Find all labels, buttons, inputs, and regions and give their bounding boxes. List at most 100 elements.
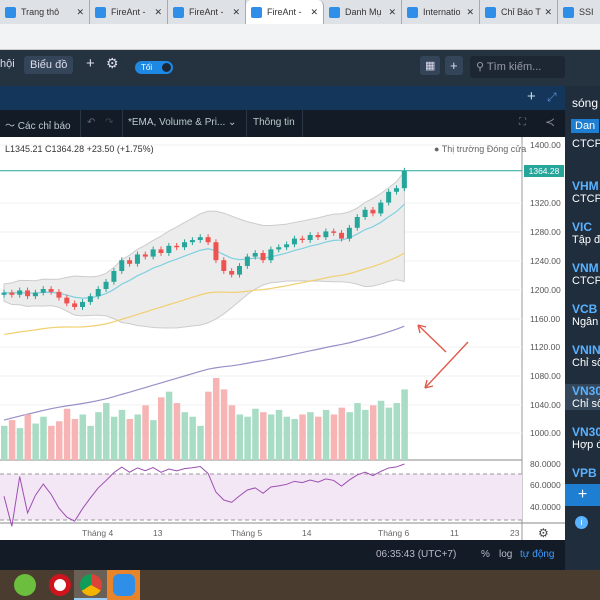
symbol-name: CTCP [572, 275, 600, 287]
volume-bar [71, 419, 79, 460]
close-icon[interactable]: ✕ [466, 6, 474, 17]
watchlist-item[interactable]: CTCP [572, 138, 600, 150]
close-icon[interactable]: ✕ [544, 6, 552, 17]
indicators-button[interactable]: 〜 Các chỉ báo [5, 117, 71, 132]
symbol-name: Chỉ số [572, 357, 600, 369]
volume-bar [24, 414, 32, 460]
candle-body [134, 254, 140, 264]
candle-body [205, 237, 211, 243]
log-toggle[interactable]: log [499, 549, 513, 560]
chart-area[interactable]: L1345.21 C1364.28 +23.50 (+1.75%) ● Thị … [0, 137, 565, 540]
candle-body [174, 245, 180, 248]
add-icon[interactable]: + [86, 55, 95, 72]
layout-grid-icon[interactable]: ▦ [420, 56, 441, 75]
chart-tab[interactable]: Biểu đồ [24, 56, 74, 74]
watchlist-item[interactable]: VNM CTCP [572, 261, 600, 287]
settings-gear-icon[interactable]: ⚙ [538, 526, 549, 540]
watchlist-item[interactable]: VPB [572, 466, 597, 480]
zalo-taskbar-button[interactable] [107, 570, 140, 600]
add-symbol-button[interactable]: + [565, 484, 600, 506]
browser-tab[interactable]: FireAnt - ✕ [90, 0, 168, 24]
volume-bar [173, 403, 181, 460]
close-icon[interactable]: ✕ [76, 6, 84, 17]
candle-body [221, 260, 227, 271]
address-bar[interactable] [0, 24, 600, 50]
price-tick: 1040.00 [530, 400, 561, 410]
browser-tab[interactable]: FireAnt - ✕ [168, 0, 246, 24]
watchlist-tab[interactable]: Dan [571, 119, 600, 133]
rsi-tick: 80.0000 [530, 459, 561, 469]
close-icon[interactable]: ✕ [310, 6, 318, 17]
watchlist-item[interactable]: VN30 Hợp đ [572, 425, 600, 451]
volume-bar [63, 408, 71, 460]
close-icon[interactable]: ✕ [154, 6, 162, 17]
chart-toolbar: 〜 Các chỉ báo ↶ ↷ *EMA, Volume & Pri... … [0, 110, 565, 137]
app-icon-green[interactable] [14, 574, 36, 596]
candle-body [378, 202, 384, 214]
opera-icon[interactable] [49, 574, 71, 596]
browser-tab[interactable]: Internatio ✕ [402, 0, 480, 24]
candle-body [299, 238, 305, 241]
fullscreen-icon[interactable]: ⛶ [519, 117, 526, 128]
chrome-taskbar-button[interactable] [74, 570, 107, 600]
add-window-icon[interactable]: + [445, 56, 463, 75]
tab-title: FireAnt - [111, 7, 146, 17]
info-button[interactable]: Thông tin [253, 117, 295, 128]
volume-bar [220, 389, 228, 460]
candle-body [48, 289, 54, 292]
auto-toggle[interactable]: tự động [520, 549, 555, 560]
browser-tab[interactable]: FireAnt - ✕ [246, 0, 324, 24]
rsi-band [0, 474, 522, 520]
percent-toggle[interactable]: % [481, 549, 490, 560]
volume-bar [16, 428, 24, 460]
volume-bar [299, 414, 306, 460]
browser-tab[interactable]: Trang thô ✕ [0, 0, 90, 24]
volume-bar [189, 416, 196, 460]
ema-long [3, 325, 405, 421]
watchlist-item[interactable]: VCB Ngân [572, 302, 598, 328]
template-dropdown[interactable]: *EMA, Volume & Pri... ⌄ [128, 117, 236, 128]
volume-bar [354, 403, 361, 460]
watchlist-item[interactable]: VHM CTCP [572, 179, 600, 205]
browser-tab[interactable]: SSI✕ [558, 0, 600, 24]
price-chart[interactable] [0, 137, 565, 540]
expand-icon[interactable]: ⤢ [547, 90, 557, 104]
chevron-down-icon: ⌄ [228, 117, 237, 128]
watchlist-item[interactable]: VIC Tập đ [572, 220, 600, 246]
add-icon[interactable]: + [527, 88, 536, 105]
gear-icon[interactable]: ⚙ [106, 55, 119, 71]
candle-body [386, 191, 392, 203]
search-input[interactable]: ⚲ Tìm kiếm... [470, 56, 565, 78]
theme-toggle[interactable]: Tối [135, 61, 173, 74]
favicon-icon [563, 6, 574, 18]
candle-body [150, 249, 156, 257]
redo-icon[interactable]: ↷ [105, 117, 114, 128]
candle-body [95, 289, 101, 297]
browser-tab[interactable]: Chỉ Báo T ✕ [480, 0, 558, 24]
candle-body [346, 227, 352, 239]
close-icon[interactable]: ✕ [232, 6, 240, 17]
close-icon[interactable]: ✕ [388, 6, 396, 17]
volume-bar [55, 421, 63, 460]
time-tick: 23 [510, 528, 520, 538]
indicator-icon: 〜 [5, 121, 18, 132]
price-tick: 1320.00 [530, 198, 561, 208]
symbol-code: VIC [572, 220, 593, 234]
volume-bar [393, 403, 400, 460]
browser-tab[interactable]: Danh Mụ ✕ [324, 0, 402, 24]
share-icon[interactable]: ≺ [545, 115, 556, 129]
volume-bar [244, 416, 251, 460]
nav-prev[interactable]: hội [0, 58, 15, 70]
favicon-icon [251, 6, 262, 18]
annotation-arrow [417, 324, 447, 353]
price-tick: 1160.00 [530, 314, 561, 324]
rsi-tick: 40.0000 [530, 502, 561, 512]
volume-bar [158, 397, 165, 460]
time-tick: Tháng 6 [378, 528, 410, 538]
undo-icon[interactable]: ↶ [87, 117, 96, 128]
symbol-name: CTCP [572, 193, 600, 205]
volume-bar [48, 425, 55, 460]
symbol-name: Tập đ [572, 234, 600, 246]
